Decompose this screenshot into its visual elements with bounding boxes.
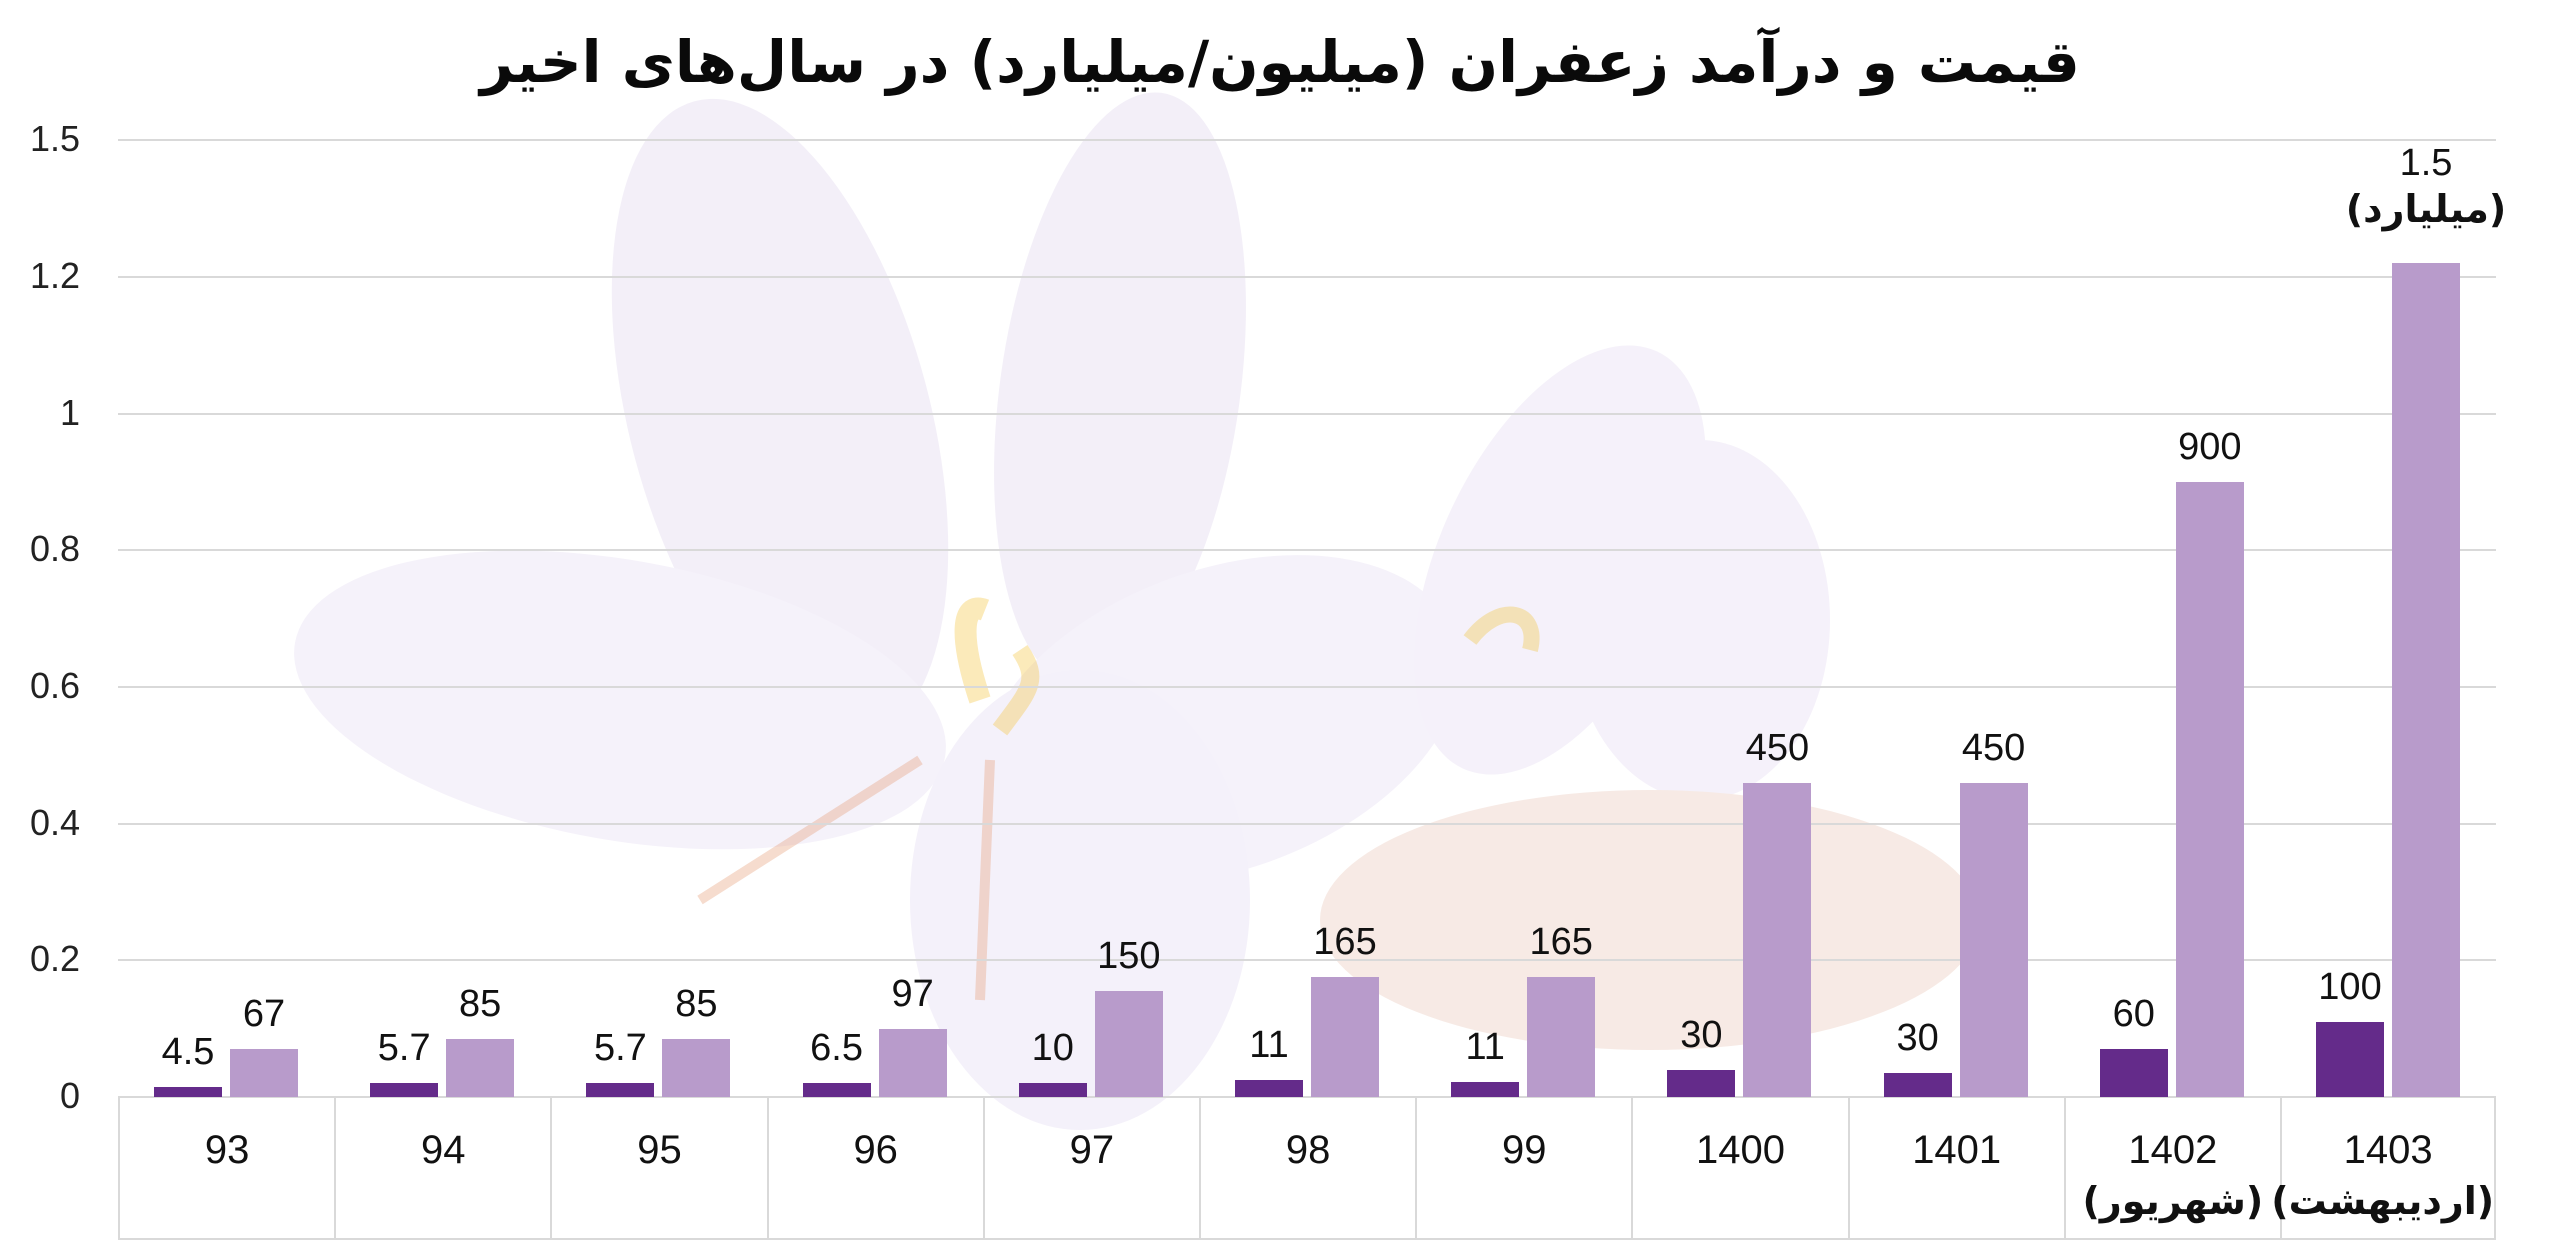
gridline: [118, 275, 2496, 278]
x-category-93: 93: [118, 1098, 335, 1240]
x-category-1400: 1400: [1631, 1098, 1848, 1240]
bar-series-light-95: [662, 1038, 731, 1097]
bar-series-dark-1403: [2316, 1021, 2384, 1097]
value-label: 5.7: [377, 1027, 431, 1070]
y-tick-label: 0.4: [29, 801, 80, 843]
bar-series-light-1403: [2392, 263, 2460, 1097]
gridline: [118, 822, 2496, 825]
value-label: 85: [675, 982, 718, 1025]
gridline: [118, 139, 2496, 142]
bar-series-dark-1400: [1667, 1069, 1736, 1097]
gridline: [118, 685, 2496, 688]
bar-series-dark-99: [1451, 1081, 1520, 1097]
bar-series-light-1402: [2175, 481, 2244, 1097]
y-tick-label: 1.5: [29, 118, 80, 160]
x-category-98: 98: [1199, 1098, 1416, 1240]
value-label: 67: [242, 993, 286, 1036]
value-label: 11: [1249, 1023, 1289, 1066]
value-label: 5.7: [593, 1027, 647, 1070]
x-category-1402: 1402 (شهریور): [2063, 1098, 2280, 1240]
y-tick-label: 0.2: [29, 938, 80, 980]
value-label: 30: [1680, 1013, 1723, 1056]
value-label: 450: [1745, 726, 1810, 769]
bar-series-dark-94: [370, 1083, 439, 1097]
y-tick-label: 0.8: [29, 528, 80, 570]
value-label: 165: [1529, 921, 1593, 964]
y-tick-label: 1.2: [29, 254, 80, 296]
bar-series-light-1400: [1743, 782, 1812, 1097]
y-tick-label: 0: [59, 1075, 80, 1116]
y-tick-label: 0.6: [29, 664, 80, 706]
x-category-99: 99: [1415, 1098, 1632, 1240]
value-annotation: 1.5 (میلیارد): [2312, 141, 2540, 232]
gridline: [118, 549, 2496, 552]
bar-series-light-96: [878, 1028, 947, 1097]
value-label: 100: [2318, 965, 2382, 1008]
x-category-1403: 1403 (اردیبهشت): [2271, 1098, 2497, 1240]
x-tick-label: 96: [853, 1128, 898, 1172]
value-label: 10: [1031, 1027, 1074, 1070]
x-category-96: 96: [766, 1098, 983, 1240]
x-category-97: 97: [982, 1098, 1199, 1240]
bar-series-light-98: [1311, 977, 1379, 1097]
value-label: 150: [1097, 935, 1161, 978]
value-label: 11: [1465, 1025, 1505, 1068]
bar-series-dark-97: [1018, 1083, 1087, 1097]
gridline: [118, 1096, 2496, 1098]
x-tick-sublabel: (اردیبهشت): [2271, 1179, 2495, 1223]
x-tick-label: 98: [1285, 1128, 1331, 1172]
value-label: 450: [1961, 726, 2026, 769]
x-tick-label: 94: [421, 1128, 466, 1172]
value-label: 6.5: [810, 1027, 863, 1070]
value-label: 97: [891, 972, 934, 1015]
value-label: 1.5: [2399, 142, 2453, 185]
x-tick-label: 99: [1502, 1128, 1547, 1172]
bar-series-light-93: [230, 1049, 298, 1097]
bar-series-dark-96: [802, 1083, 871, 1097]
bar-series-dark-95: [586, 1083, 655, 1097]
x-tick-label: 1402: [2128, 1128, 2218, 1172]
gridline: [118, 412, 2496, 415]
bar-series-dark-1402: [2099, 1049, 2168, 1097]
y-tick-label: 1: [59, 391, 80, 433]
x-tick-sublabel: (شهریور): [2082, 1179, 2264, 1223]
x-category-95: 95: [550, 1098, 767, 1240]
x-category-94: 94: [334, 1098, 551, 1240]
bar-series-light-99: [1527, 977, 1596, 1097]
unit-label: (میلیارد): [2345, 186, 2507, 231]
x-tick-label: 97: [1069, 1128, 1115, 1172]
x-tick-label: 95: [637, 1128, 682, 1172]
bar-series-light-1401: [1959, 782, 2028, 1097]
value-label: 4.5: [161, 1030, 215, 1073]
x-tick-label: 1400: [1695, 1128, 1785, 1172]
x-tick-label: 1401: [1912, 1128, 2002, 1172]
value-label: 60: [2112, 993, 2155, 1036]
x-tick-label: 1403: [2343, 1128, 2433, 1172]
value-label: 85: [459, 982, 502, 1025]
bar-series-dark-93: [154, 1086, 222, 1097]
value-label: 30: [1896, 1017, 1939, 1060]
bar-series-dark-1401: [1883, 1073, 1952, 1097]
value-label: 165: [1313, 921, 1377, 964]
bar-series-dark-98: [1235, 1079, 1303, 1097]
x-tick-label: 93: [204, 1128, 250, 1172]
gridline: [118, 959, 2496, 962]
value-label: 900: [2178, 425, 2242, 468]
x-category-1401: 1401: [1847, 1098, 2064, 1240]
bar-series-light-94: [446, 1038, 515, 1097]
chart-title: قیمت و درآمد زعفران (میلیون/میلیارد) در …: [480, 28, 2080, 96]
bar-series-light-97: [1094, 991, 1163, 1097]
